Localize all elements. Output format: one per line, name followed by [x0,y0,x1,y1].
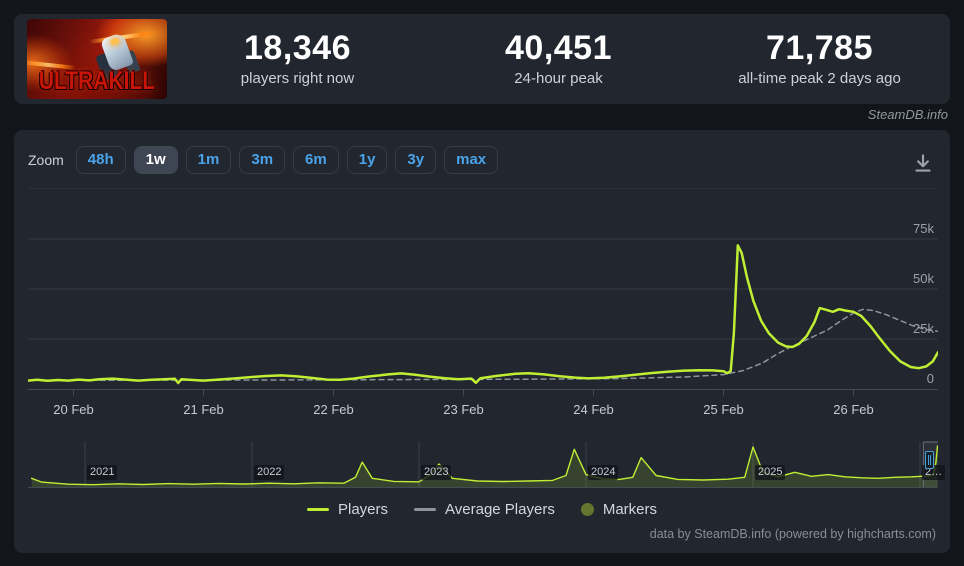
header-panel: ULTRAKILL 18,346 players right now 40,45… [14,14,950,104]
stat-current-players: 18,346 players right now [167,14,428,104]
zoom-range-6m[interactable]: 6m [293,146,339,174]
chart-credits[interactable]: data by SteamDB.info (powered by highcha… [649,527,936,541]
stat-alltime-peak: 71,785 all-time peak 2 days ago [689,14,950,104]
legend-swatch [307,508,329,511]
toolbar-divider [28,188,936,189]
navigator-year-2021: 2021 [87,465,118,480]
x-tick-20-Feb: 20 Feb [53,402,94,417]
game-title: ULTRAKILL [38,67,156,95]
x-tick-24-Feb: 24 Feb [573,402,614,417]
x-tick-22-Feb: 22 Feb [313,402,354,417]
y-tick-25k: 25k [913,321,934,336]
current-players-label: players right now [240,69,355,87]
x-tick-21-Feb: 21 Feb [183,402,224,417]
stats-row: 18,346 players right now 40,451 24-hour … [167,14,950,104]
navigator-year-2026: 2… [922,465,946,480]
zoom-range-3m[interactable]: 3m [239,146,286,174]
x-tick-26-Feb: 26 Feb [833,402,874,417]
legend-swatch [580,503,594,516]
game-capsule-image[interactable]: ULTRAKILL [27,19,167,99]
zoom-range-3y[interactable]: 3y [395,146,437,174]
download-icon[interactable] [910,150,936,176]
zoom-range-1y[interactable]: 1y [346,146,388,174]
navigator-year-2024: 2024 [588,465,619,480]
steamdb-watermark[interactable]: SteamDB.info [867,107,948,122]
legend-label: Markers [602,501,657,518]
main-chart[interactable] [26,200,940,397]
y-tick-0: 0 [926,371,934,386]
alltime-peak-label: all-time peak 2 days ago [738,69,901,87]
y-tick-50k: 50k [913,271,934,286]
zoom-label: Zoom [28,152,64,168]
peak-24h-value: 40,451 [505,29,612,68]
range-navigator[interactable]: 2021 2022 2023 2024 2025 2… [28,441,946,488]
players-chart-svg[interactable] [26,200,940,397]
zoom-toolbar: Zoom 48h 1w 1m 3m 6m 1y 3y max [28,146,499,174]
legend-swatch [414,508,437,511]
x-tick-23-Feb: 23 Feb [443,402,484,417]
peak-24h-label: 24-hour peak [514,69,603,87]
legend-item-players[interactable]: Players [307,501,388,518]
legend-item-markers[interactable]: Markers [580,501,657,518]
x-tick-25-Feb: 25 Feb [703,402,744,417]
y-tick-75k: 75k [913,221,934,236]
zoom-range-buttons: 48h 1w 1m 3m 6m 1y 3y max [75,146,499,174]
alltime-peak-value: 71,785 [766,29,873,68]
zoom-range-max[interactable]: max [444,146,499,174]
legend-item-average-players[interactable]: Average Players [414,501,555,518]
chart-panel: Zoom 48h 1w 1m 3m 6m 1y 3y max 0 25k 50k 75k 20 Fe… [14,130,950,553]
zoom-range-48h[interactable]: 48h [75,146,126,174]
stat-24h-peak: 40,451 24-hour peak [428,14,689,104]
legend-label: Average Players [445,501,555,518]
chart-legend: Players Average Players Markers [14,501,950,518]
navigator-year-2022: 2022 [254,465,285,480]
navigator-handle[interactable] [925,451,934,469]
legend-label: Players [338,501,389,518]
zoom-range-1w[interactable]: 1w [133,146,178,174]
navigator-svg[interactable] [28,441,939,488]
navigator-year-2023: 2023 [421,465,452,480]
zoom-range-1m[interactable]: 1m [185,146,232,174]
current-players-value: 18,346 [244,29,351,68]
navigator-year-2025: 2025 [755,465,786,480]
